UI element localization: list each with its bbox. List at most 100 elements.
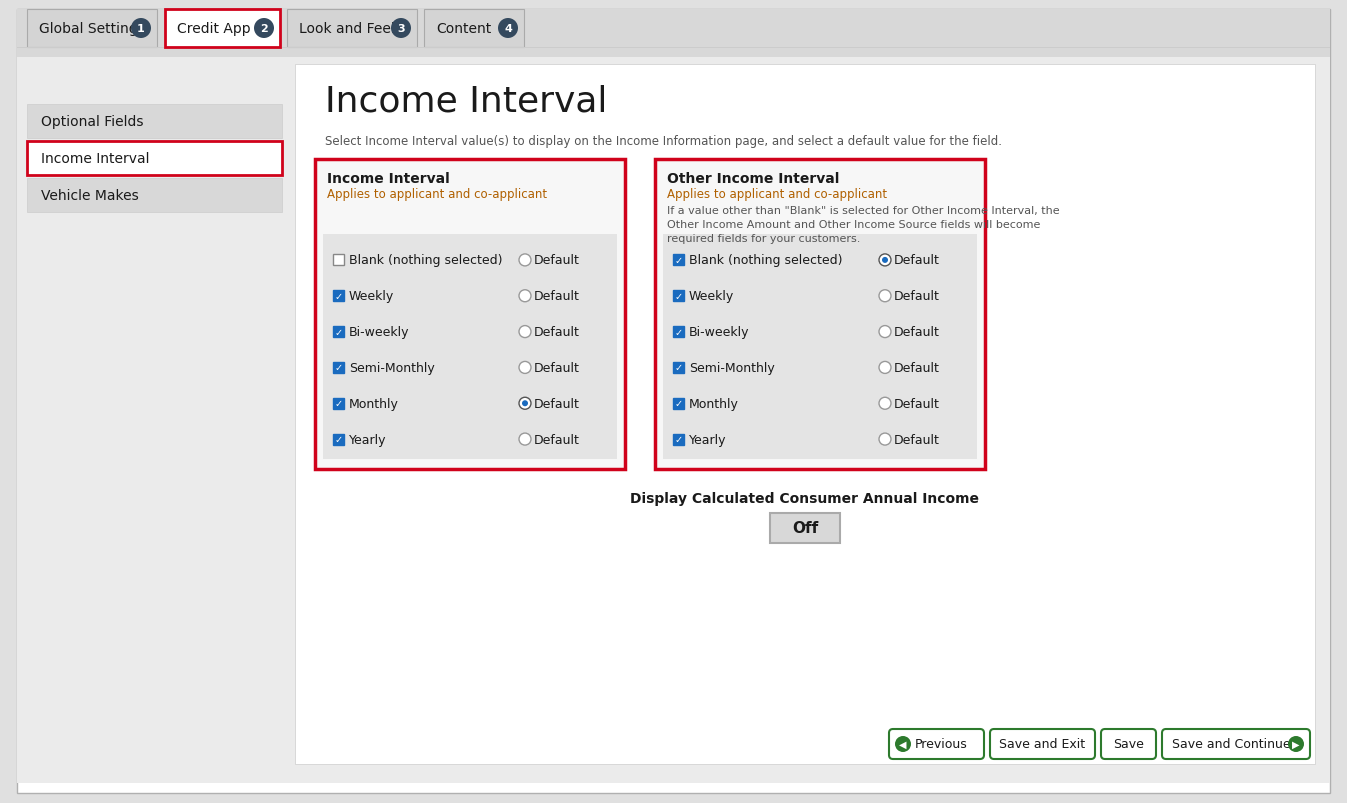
Text: Other Income Interval: Other Income Interval <box>667 172 839 185</box>
Text: ✓: ✓ <box>334 291 342 301</box>
Bar <box>333 255 343 266</box>
Text: Previous: Previous <box>915 738 967 751</box>
Bar <box>333 327 343 338</box>
Text: Other Income Amount and Other Income Source fields will become: Other Income Amount and Other Income Sou… <box>667 220 1040 230</box>
Bar <box>655 160 985 470</box>
Text: ✓: ✓ <box>675 327 683 337</box>
Text: Default: Default <box>894 433 940 446</box>
Text: Save and Exit: Save and Exit <box>999 738 1086 751</box>
Bar <box>333 398 343 410</box>
Circle shape <box>1288 736 1304 752</box>
Text: Bi-weekly: Bi-weekly <box>349 326 409 339</box>
Text: Default: Default <box>533 361 579 374</box>
Text: ✓: ✓ <box>334 327 342 337</box>
Text: Income Interval: Income Interval <box>327 172 450 185</box>
Bar <box>18 48 1329 49</box>
Circle shape <box>880 291 890 303</box>
Text: Global Settings: Global Settings <box>39 22 144 36</box>
Text: Look and Feel: Look and Feel <box>299 22 395 36</box>
Text: required fields for your customers.: required fields for your customers. <box>667 234 861 243</box>
Text: Optional Fields: Optional Fields <box>40 115 144 128</box>
Text: Applies to applicant and co-applicant: Applies to applicant and co-applicant <box>327 188 547 201</box>
Text: Default: Default <box>894 326 940 339</box>
Bar <box>164 10 280 48</box>
Text: Default: Default <box>894 254 940 267</box>
Text: Vehicle Makes: Vehicle Makes <box>40 189 139 202</box>
Text: Select Income Interval value(s) to display on the Income Information page, and s: Select Income Interval value(s) to displ… <box>325 135 1002 148</box>
Text: ✓: ✓ <box>675 434 683 445</box>
Circle shape <box>131 19 151 39</box>
Bar <box>770 513 841 544</box>
Circle shape <box>519 291 531 303</box>
Circle shape <box>894 736 911 752</box>
Bar <box>315 160 625 470</box>
Text: Default: Default <box>533 254 579 267</box>
Text: ◀: ◀ <box>900 739 907 749</box>
Bar <box>18 10 1329 58</box>
Text: Display Calculated Consumer Annual Income: Display Calculated Consumer Annual Incom… <box>630 491 979 505</box>
Text: 3: 3 <box>397 24 405 34</box>
Bar <box>333 362 343 373</box>
Circle shape <box>880 326 890 338</box>
Circle shape <box>880 397 890 410</box>
Text: Weekly: Weekly <box>349 290 395 303</box>
Text: ✓: ✓ <box>675 255 683 266</box>
Text: Off: Off <box>792 521 818 536</box>
Text: Default: Default <box>533 433 579 446</box>
Circle shape <box>498 19 519 39</box>
Text: ✓: ✓ <box>334 399 342 409</box>
Circle shape <box>255 19 273 39</box>
Bar <box>674 255 684 266</box>
Text: Semi-Monthly: Semi-Monthly <box>690 361 775 374</box>
Bar <box>674 398 684 410</box>
Text: ✓: ✓ <box>334 434 342 445</box>
Circle shape <box>880 434 890 446</box>
Circle shape <box>519 326 531 338</box>
Bar <box>674 291 684 302</box>
Bar <box>27 179 282 213</box>
Circle shape <box>523 401 528 407</box>
Bar <box>295 65 1315 764</box>
Text: If a value other than "Blank" is selected for Other Income Interval, the: If a value other than "Blank" is selecte… <box>667 206 1060 216</box>
Circle shape <box>519 362 531 374</box>
Circle shape <box>880 362 890 374</box>
Bar <box>424 10 524 48</box>
Text: ✓: ✓ <box>675 291 683 301</box>
Bar <box>663 234 977 459</box>
Circle shape <box>882 258 888 263</box>
Text: Default: Default <box>894 290 940 303</box>
Text: Income Interval: Income Interval <box>40 152 150 165</box>
Bar <box>27 105 282 139</box>
Text: Blank (nothing selected): Blank (nothing selected) <box>349 254 502 267</box>
FancyBboxPatch shape <box>1100 729 1156 759</box>
Text: Yearly: Yearly <box>349 433 387 446</box>
Bar <box>287 10 418 48</box>
Text: Semi-Monthly: Semi-Monthly <box>349 361 435 374</box>
Text: Default: Default <box>533 397 579 410</box>
Text: ✓: ✓ <box>675 399 683 409</box>
Bar <box>674 434 684 445</box>
Bar <box>27 10 158 48</box>
Circle shape <box>391 19 411 39</box>
FancyBboxPatch shape <box>990 729 1095 759</box>
Bar <box>333 291 343 302</box>
Text: Credit App: Credit App <box>176 22 251 36</box>
Text: Blank (nothing selected): Blank (nothing selected) <box>690 254 842 267</box>
Bar <box>27 142 282 176</box>
Text: Monthly: Monthly <box>349 397 399 410</box>
FancyBboxPatch shape <box>1162 729 1311 759</box>
Text: ▶: ▶ <box>1292 739 1300 749</box>
Text: Default: Default <box>533 290 579 303</box>
Bar <box>323 234 617 459</box>
Text: Weekly: Weekly <box>690 290 734 303</box>
Text: Default: Default <box>533 326 579 339</box>
Text: Default: Default <box>894 361 940 374</box>
Text: Save and Continue: Save and Continue <box>1172 738 1290 751</box>
Bar <box>674 327 684 338</box>
Circle shape <box>519 255 531 267</box>
Text: 1: 1 <box>137 24 145 34</box>
Text: Applies to applicant and co-applicant: Applies to applicant and co-applicant <box>667 188 888 201</box>
Text: Income Interval: Income Interval <box>325 85 607 119</box>
Text: Default: Default <box>894 397 940 410</box>
FancyBboxPatch shape <box>889 729 985 759</box>
